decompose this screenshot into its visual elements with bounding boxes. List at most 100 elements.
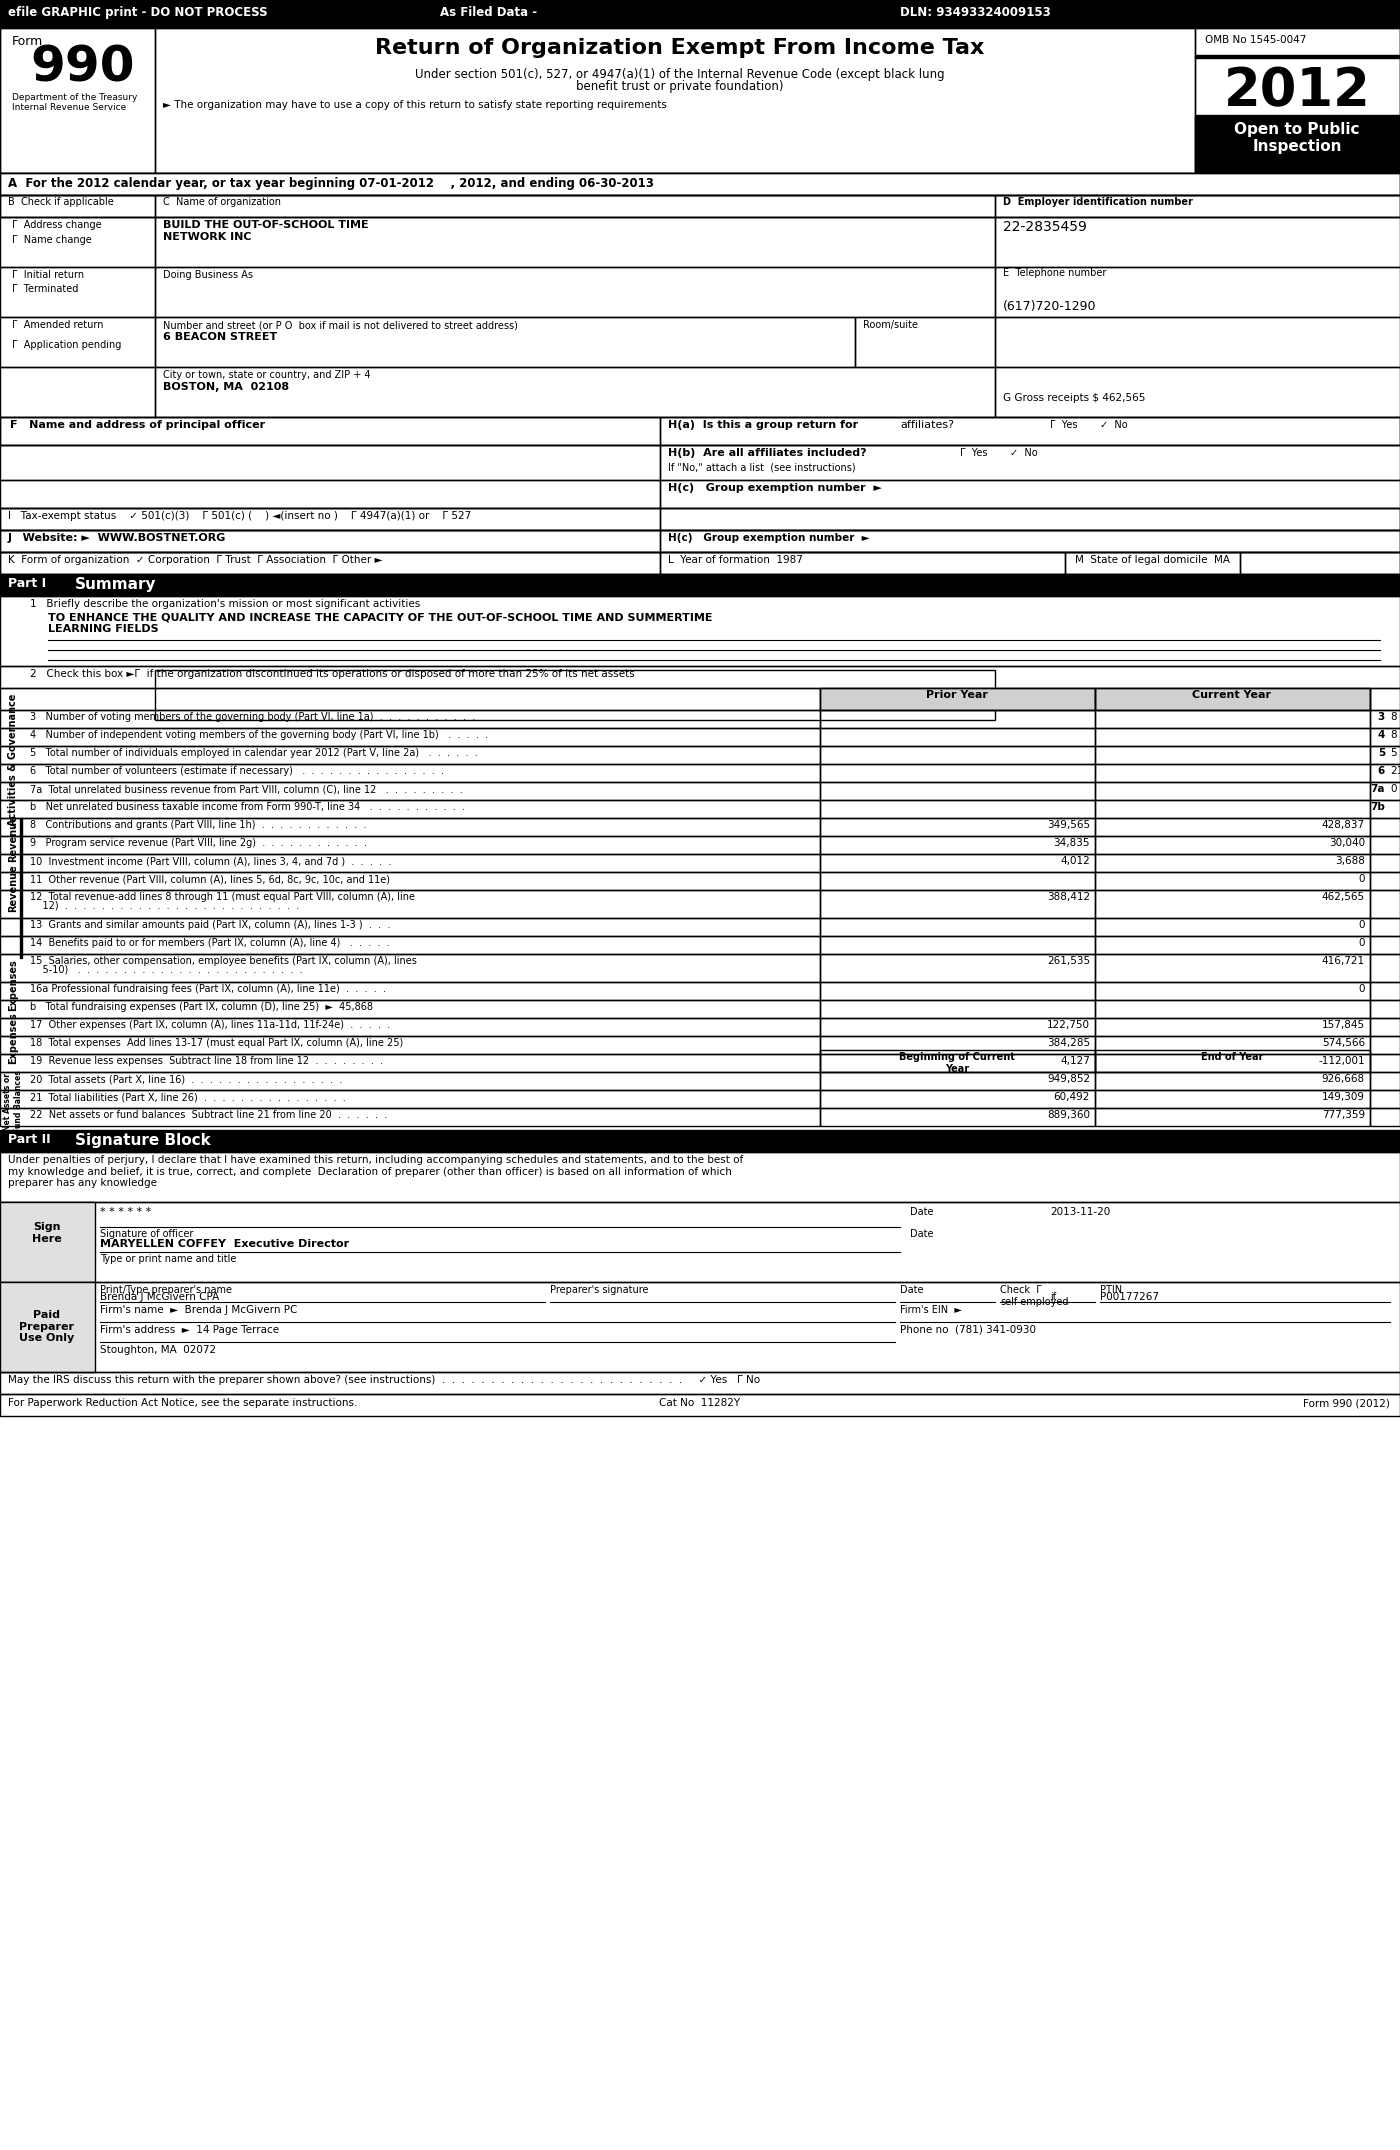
- Bar: [155, 267, 995, 316]
- Bar: [0, 417, 1400, 445]
- Text: 2   Check this box ►Γ  if the organization discontinued its operations or dispos: 2 Check this box ►Γ if the organization …: [29, 669, 634, 679]
- Bar: [820, 935, 1095, 955]
- Bar: [0, 368, 155, 417]
- Text: 6   Total number of volunteers (estimate if necessary)   .  .  .  .  .  .  .  . : 6 Total number of volunteers (estimate i…: [29, 765, 444, 776]
- Bar: [0, 267, 155, 316]
- Text: Paid
Preparer
Use Only: Paid Preparer Use Only: [20, 1309, 74, 1344]
- Bar: [1095, 854, 1371, 873]
- Bar: [0, 316, 155, 368]
- Bar: [0, 553, 1400, 574]
- Bar: [0, 746, 820, 763]
- Text: 8: 8: [1390, 731, 1397, 740]
- Text: 21: 21: [1390, 765, 1400, 776]
- Bar: [820, 873, 1095, 890]
- Text: 21  Total liabilities (Part X, line 26)  .  .  .  .  .  .  .  .  .  .  .  .  .  : 21 Total liabilities (Part X, line 26) .…: [29, 1092, 346, 1103]
- Text: H(c)   Group exemption number  ►: H(c) Group exemption number ►: [668, 484, 882, 492]
- Bar: [1371, 688, 1400, 710]
- Text: 22-2835459: 22-2835459: [1002, 219, 1086, 234]
- Bar: [1371, 1000, 1400, 1017]
- Text: 149,309: 149,309: [1322, 1092, 1365, 1103]
- Bar: [1095, 1090, 1371, 1107]
- Bar: [820, 783, 1095, 800]
- Bar: [659, 553, 1065, 574]
- Text: 574,566: 574,566: [1322, 1038, 1365, 1047]
- Text: B  Check if applicable: B Check if applicable: [8, 198, 113, 206]
- Text: Under penalties of perjury, I declare that I have examined this return, includin: Under penalties of perjury, I declare th…: [8, 1155, 743, 1189]
- Text: 1   Briefly describe the organization's mission or most significant activities: 1 Briefly describe the organization's mi…: [29, 600, 420, 608]
- Bar: [0, 28, 155, 172]
- Bar: [1371, 746, 1400, 763]
- Bar: [0, 918, 820, 935]
- Bar: [1196, 28, 1400, 172]
- Text: 20  Total assets (Part X, line 16)  .  .  .  .  .  .  .  .  .  .  .  .  .  .  . : 20 Total assets (Part X, line 16) . . . …: [29, 1075, 343, 1084]
- Text: M  State of legal domicile  MA: M State of legal domicile MA: [1075, 555, 1231, 565]
- Bar: [820, 955, 1095, 983]
- Bar: [1095, 955, 1371, 983]
- Bar: [1095, 1054, 1371, 1073]
- Text: D  Employer identification number: D Employer identification number: [1002, 198, 1193, 206]
- Bar: [0, 1073, 820, 1090]
- Bar: [1371, 1054, 1400, 1073]
- Bar: [0, 531, 659, 553]
- Text: 3   Number of voting members of the governing body (Part VI, line 1a)  .  .  .  : 3 Number of voting members of the govern…: [29, 712, 475, 722]
- Bar: [820, 746, 1095, 763]
- Bar: [0, 890, 820, 918]
- Bar: [0, 172, 1400, 196]
- Text: affiliates?: affiliates?: [900, 419, 953, 430]
- Bar: [820, 1017, 1095, 1036]
- Bar: [1196, 114, 1400, 172]
- Bar: [1095, 1073, 1371, 1090]
- Bar: [0, 1090, 820, 1107]
- Text: Form: Form: [13, 34, 43, 47]
- Bar: [0, 1281, 95, 1372]
- Bar: [820, 836, 1095, 854]
- Text: J   Website: ►  WWW.BOSTNET.ORG: J Website: ► WWW.BOSTNET.ORG: [8, 533, 227, 544]
- Bar: [0, 710, 820, 729]
- Text: Form 990 (2012): Form 990 (2012): [1303, 1398, 1390, 1408]
- Text: 19  Revenue less expenses  Subtract line 18 from line 12  .  .  .  .  .  .  .  .: 19 Revenue less expenses Subtract line 1…: [29, 1056, 384, 1066]
- Text: Summary: Summary: [76, 576, 157, 591]
- Text: 3: 3: [1378, 712, 1385, 722]
- Text: H(c)   Group exemption number  ►: H(c) Group exemption number ►: [668, 533, 869, 544]
- Text: Signature Block: Signature Block: [76, 1133, 211, 1148]
- Text: Net Assets or
Fund Balances: Net Assets or Fund Balances: [3, 1071, 22, 1133]
- Text: 8   Contributions and grants (Part VIII, line 1h)  .  .  .  .  .  .  .  .  .  . : 8 Contributions and grants (Part VIII, l…: [29, 819, 367, 830]
- Bar: [1095, 1036, 1371, 1054]
- Bar: [1371, 955, 1400, 983]
- Bar: [820, 854, 1095, 873]
- Bar: [1371, 836, 1400, 854]
- Bar: [0, 666, 1400, 688]
- Text: 22  Net assets or fund balances  Subtract line 21 from line 20  .  .  .  .  .  .: 22 Net assets or fund balances Subtract …: [29, 1109, 388, 1120]
- Text: 384,285: 384,285: [1047, 1038, 1091, 1047]
- Bar: [0, 1107, 820, 1127]
- Bar: [0, 854, 820, 873]
- Bar: [0, 935, 820, 955]
- Bar: [1371, 1036, 1400, 1054]
- Bar: [20, 817, 22, 959]
- Bar: [1095, 983, 1371, 1000]
- Text: 4,127: 4,127: [1060, 1056, 1091, 1066]
- Text: benefit trust or private foundation): benefit trust or private foundation): [577, 80, 784, 92]
- Text: Revenue: Revenue: [8, 864, 18, 912]
- Bar: [1371, 935, 1400, 955]
- Bar: [0, 596, 1400, 666]
- Bar: [0, 172, 1400, 196]
- Text: City or town, state or country, and ZIP + 4: City or town, state or country, and ZIP …: [162, 370, 371, 381]
- Bar: [1095, 836, 1371, 854]
- Bar: [0, 553, 659, 574]
- Bar: [820, 1107, 1095, 1127]
- Bar: [820, 1073, 1095, 1090]
- Text: Stoughton, MA  02072: Stoughton, MA 02072: [99, 1346, 216, 1354]
- Text: Γ  Yes: Γ Yes: [1050, 419, 1078, 430]
- Bar: [1095, 800, 1371, 817]
- Bar: [0, 479, 659, 507]
- Text: May the IRS discuss this return with the preparer shown above? (see instructions: May the IRS discuss this return with the…: [8, 1376, 760, 1385]
- Text: Room/suite: Room/suite: [862, 320, 918, 329]
- Text: 17  Other expenses (Part IX, column (A), lines 11a-11d, 11f-24e)  .  .  .  .  .: 17 Other expenses (Part IX, column (A), …: [29, 1019, 391, 1030]
- Bar: [1095, 763, 1371, 783]
- Bar: [0, 873, 820, 890]
- Bar: [155, 28, 1196, 172]
- Text: Doing Business As: Doing Business As: [162, 271, 253, 280]
- Text: 889,360: 889,360: [1047, 1109, 1091, 1120]
- Text: Part I: Part I: [8, 576, 46, 589]
